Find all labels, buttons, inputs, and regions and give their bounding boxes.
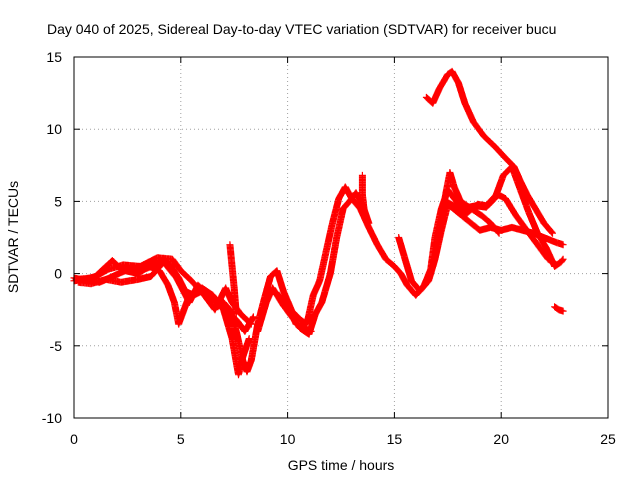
series-track-8 bbox=[358, 171, 368, 217]
y-tick-label: 10 bbox=[46, 121, 62, 137]
x-tick-label: 10 bbox=[280, 431, 296, 447]
x-tick-labels: 0 5 10 15 20 25 bbox=[70, 431, 616, 447]
y-tick-label: -5 bbox=[50, 338, 63, 354]
marker-path bbox=[420, 169, 503, 289]
marker-path bbox=[422, 67, 556, 237]
marker-path bbox=[275, 291, 315, 335]
axis-ticks bbox=[73, 56, 609, 419]
y-tick-label: -10 bbox=[42, 410, 62, 426]
series-track-11 bbox=[442, 190, 561, 269]
y-tick-label: 15 bbox=[46, 49, 62, 65]
y-tick-labels: -10 -5 0 5 10 15 bbox=[42, 49, 62, 426]
series-track-6 bbox=[254, 189, 373, 338]
marker-path bbox=[226, 241, 240, 318]
series-track-5 bbox=[226, 241, 240, 318]
chart-title: Day 040 of 2025, Sidereal Day-to-day VTE… bbox=[47, 21, 556, 37]
x-tick-label: 5 bbox=[177, 431, 185, 447]
plot-frame bbox=[73, 56, 609, 419]
x-tick-label: 15 bbox=[387, 431, 403, 447]
series-track-13 bbox=[551, 303, 567, 315]
marker-path bbox=[551, 303, 567, 315]
marker-path bbox=[254, 189, 373, 338]
series-track-10 bbox=[420, 169, 503, 289]
y-tick-label: 5 bbox=[54, 193, 62, 209]
marker-path bbox=[442, 190, 561, 269]
x-tick-label: 20 bbox=[493, 431, 509, 447]
marker-path bbox=[358, 171, 368, 217]
y-tick-label: 0 bbox=[54, 266, 62, 282]
series-track-7 bbox=[275, 291, 315, 335]
series-track-12 bbox=[422, 67, 556, 237]
grid-lines bbox=[74, 57, 608, 418]
y-axis-label: SDTVAR / TECUs bbox=[5, 181, 21, 293]
x-axis-label: GPS time / hours bbox=[288, 457, 395, 473]
x-tick-label: 0 bbox=[70, 431, 78, 447]
x-tick-label: 25 bbox=[600, 431, 616, 447]
data-points bbox=[70, 67, 567, 379]
